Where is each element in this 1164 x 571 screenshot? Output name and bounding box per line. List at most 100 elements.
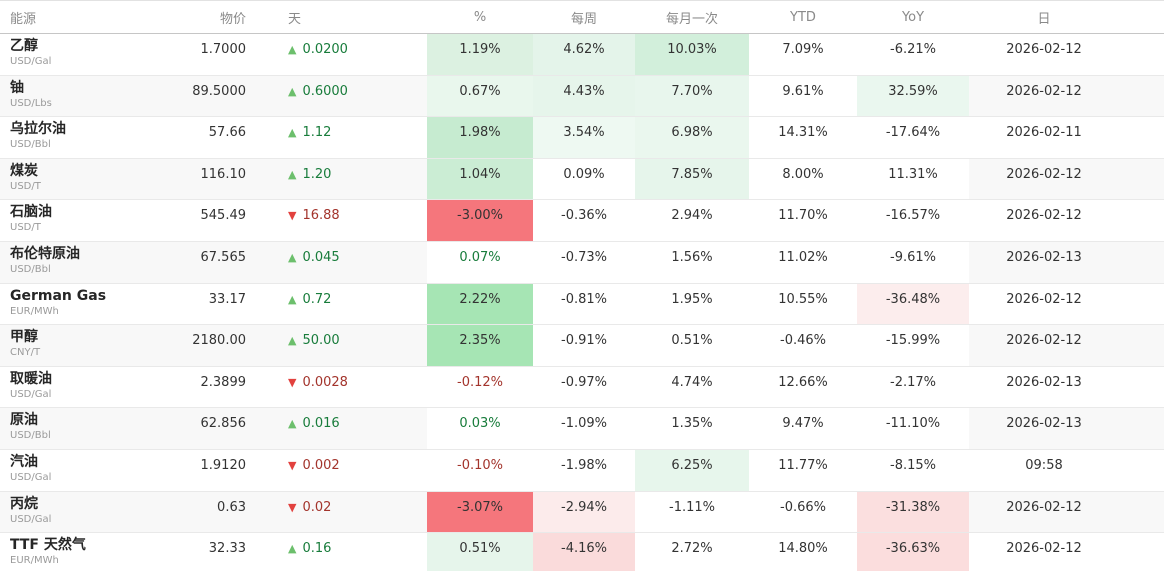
instrument-cell[interactable]: 汽油 USD/Gal [0, 449, 180, 492]
day-change-value: 16.88 [302, 208, 340, 224]
instrument-cell[interactable]: 取暖油 USD/Gal [0, 366, 180, 409]
ytd-cell: -0.46% [749, 324, 857, 367]
instrument-cell[interactable]: 石脑油 USD/T [0, 199, 180, 242]
price-cell: 89.5000 [180, 75, 252, 118]
weekly-cell: 3.54% [533, 116, 635, 159]
price-cell: 2180.00 [180, 324, 252, 367]
instrument-name[interactable]: 布伦特原油 [10, 245, 80, 262]
price-cell: 57.66 [180, 116, 252, 159]
table-row[interactable]: 铀 USD/Lbs 89.5000 ▲ 0.6000 0.67% 4.43% 7.70% 9.6… [0, 75, 1164, 118]
instrument-unit: USD/T [10, 180, 41, 192]
monthly-cell: 6.98% [635, 116, 749, 159]
table-row[interactable]: TTF 天然气 EUR/MWh 32.33 ▲ 0.16 0.51% -4.16% 2.72%… [0, 532, 1164, 571]
col-header-energy[interactable]: 能源 [0, 1, 180, 34]
instrument-name[interactable]: 乙醇 [10, 38, 38, 54]
instrument-unit: EUR/MWh [10, 555, 59, 567]
instrument-cell[interactable]: 布伦特原油 USD/Bbl [0, 241, 180, 284]
date-cell: 09:58 [969, 449, 1164, 492]
down-triangle-icon: ▼ [288, 500, 297, 514]
instrument-unit: USD/T [10, 222, 41, 234]
instrument-cell[interactable]: 甲醇 CNY/T [0, 324, 180, 367]
pct-cell: -0.12% [427, 366, 533, 409]
col-header-monthly[interactable]: 每月一次 [635, 1, 749, 34]
instrument-cell[interactable]: 乙醇 USD/Gal [0, 33, 180, 76]
instrument-name[interactable]: 煤炭 [10, 162, 38, 179]
ytd-cell: 11.77% [749, 449, 857, 492]
table-row[interactable]: German Gas EUR/MWh 33.17 ▲ 0.72 2.22% -0.81% 1.… [0, 283, 1164, 326]
day-change-value: 0.16 [302, 541, 332, 557]
day-change-cell: ▲ 1.20 [252, 158, 427, 201]
instrument-name[interactable]: 乌拉尔油 [10, 121, 66, 138]
instrument-name[interactable]: 丙烷 [10, 495, 38, 512]
day-change-value: 0.02 [302, 499, 332, 515]
instrument-cell[interactable]: 乌拉尔油 USD/Bbl [0, 116, 180, 159]
instrument-name[interactable]: TTF 天然气 [10, 537, 86, 554]
col-header-percent[interactable]: % [427, 1, 533, 34]
instrument-cell[interactable]: 丙烷 USD/Gal [0, 491, 180, 534]
col-header-ytd[interactable]: YTD [749, 1, 857, 34]
pct-cell: 2.35% [427, 324, 533, 367]
yoy-cell: -16.57% [857, 199, 969, 242]
instrument-cell[interactable]: 铀 USD/Lbs [0, 75, 180, 118]
table-row[interactable]: 布伦特原油 USD/Bbl 67.565 ▲ 0.045 0.07% -0.73% 1.56%… [0, 241, 1164, 284]
pct-cell: -0.10% [427, 449, 533, 492]
table-row[interactable]: 石脑油 USD/T 545.49 ▼ 16.88 -3.00% -0.36% 2.94% 11.… [0, 199, 1164, 242]
ytd-cell: 8.00% [749, 158, 857, 201]
instrument-name[interactable]: 取暖油 [10, 370, 52, 387]
ytd-cell: 10.55% [749, 283, 857, 326]
ytd-cell: 11.02% [749, 241, 857, 284]
instrument-cell[interactable]: 煤炭 USD/T [0, 158, 180, 201]
date-cell: 2026-02-12 [969, 491, 1164, 534]
instrument-name[interactable]: 甲醇 [10, 329, 38, 346]
day-change-value: 1.20 [302, 166, 332, 182]
weekly-cell: -0.81% [533, 283, 635, 326]
table-row[interactable]: 丙烷 USD/Gal 0.63 ▼ 0.02 -3.07% -2.94% -1.11% -0.6… [0, 491, 1164, 534]
instrument-name[interactable]: 原油 [10, 412, 38, 429]
yoy-cell: -6.21% [857, 33, 969, 76]
yoy-cell: 11.31% [857, 158, 969, 201]
instrument-name[interactable]: 汽油 [10, 453, 38, 470]
col-header-date[interactable]: 日 [969, 1, 1164, 34]
weekly-cell: -0.97% [533, 366, 635, 409]
instrument-name[interactable]: German Gas [10, 287, 107, 304]
table-row[interactable]: 乙醇 USD/Gal 1.7000 ▲ 0.0200 1.19% 4.62% 10.03% 7.… [0, 33, 1164, 76]
table-row[interactable]: 甲醇 CNY/T 2180.00 ▲ 50.00 2.35% -0.91% 0.51% -0.4… [0, 324, 1164, 367]
instrument-cell[interactable]: 原油 USD/Bbl [0, 407, 180, 450]
yoy-cell: -15.99% [857, 324, 969, 367]
table-row[interactable]: 乌拉尔油 USD/Bbl 57.66 ▲ 1.12 1.98% 3.54% 6.98% 14.3… [0, 116, 1164, 159]
table-row[interactable]: 原油 USD/Bbl 62.856 ▲ 0.016 0.03% -1.09% 1.35% 9.4… [0, 407, 1164, 450]
day-change-value: 0.0200 [302, 42, 348, 57]
pct-cell: 1.04% [427, 158, 533, 201]
col-header-day[interactable]: 天 [252, 1, 427, 34]
monthly-cell: 7.70% [635, 75, 749, 118]
date-cell: 2026-02-12 [969, 33, 1164, 76]
date-cell: 2026-02-13 [969, 366, 1164, 409]
day-change-value: 0.016 [302, 416, 340, 432]
up-triangle-icon: ▲ [288, 417, 297, 431]
weekly-cell: -1.98% [533, 449, 635, 492]
price-cell: 1.7000 [180, 33, 252, 76]
instrument-cell[interactable]: German Gas EUR/MWh [0, 283, 180, 326]
monthly-cell: 1.95% [635, 283, 749, 326]
col-header-yoy[interactable]: YoY [857, 1, 969, 34]
instrument-name[interactable]: 石脑油 [10, 204, 52, 221]
date-cell: 2026-02-12 [969, 283, 1164, 326]
weekly-cell: 4.62% [533, 33, 635, 76]
yoy-cell: -9.61% [857, 241, 969, 284]
col-header-weekly[interactable]: 每周 [533, 1, 635, 34]
ytd-cell: 7.09% [749, 33, 857, 76]
yoy-cell: -11.10% [857, 407, 969, 450]
ytd-cell: 11.70% [749, 199, 857, 242]
instrument-cell[interactable]: TTF 天然气 EUR/MWh [0, 532, 180, 571]
table-row[interactable]: 汽油 USD/Gal 1.9120 ▼ 0.002 -0.10% -1.98% 6.25% 11… [0, 449, 1164, 492]
col-header-price[interactable]: 物价 [180, 1, 252, 34]
table-row[interactable]: 煤炭 USD/T 116.10 ▲ 1.20 1.04% 0.09% 7.85% 8.00% 11… [0, 158, 1164, 201]
instrument-name[interactable]: 铀 [10, 79, 24, 96]
pct-cell: -3.00% [427, 199, 533, 242]
monthly-cell: 7.85% [635, 158, 749, 201]
pct-cell: 0.03% [427, 407, 533, 450]
table-row[interactable]: 取暖油 USD/Gal 2.3899 ▼ 0.0028 -0.12% -0.97% 4.74%… [0, 366, 1164, 409]
pct-cell: 1.98% [427, 116, 533, 159]
date-cell: 2026-02-11 [969, 116, 1164, 159]
monthly-cell: 4.74% [635, 366, 749, 409]
